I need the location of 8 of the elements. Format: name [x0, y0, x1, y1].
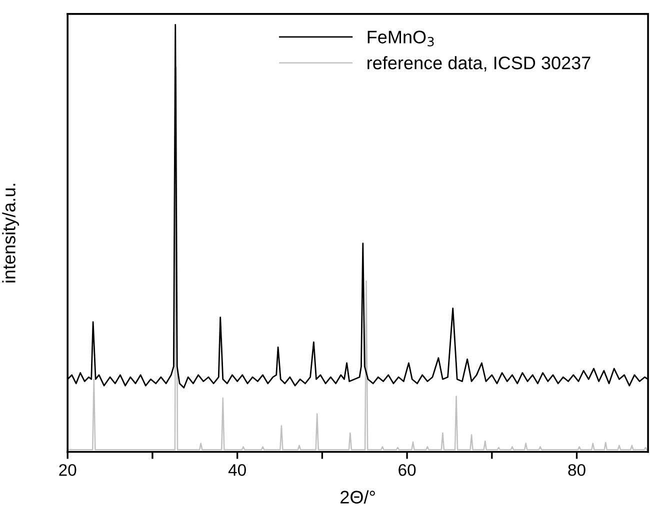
x-tick-label: 20 — [59, 464, 76, 476]
x-tick-label: 80 — [568, 464, 586, 476]
legend-label: FeMnO$_{3}$ — [368, 30, 434, 46]
x-tick-label: 60 — [398, 464, 416, 476]
x-tick-label: 40 — [228, 464, 246, 476]
legend-label: reference data, ICSD 30237 — [368, 56, 590, 72]
y-axis-title: intensity/a.u. — [2, 184, 19, 282]
x-axis-title: 2Θ/° — [340, 490, 375, 504]
